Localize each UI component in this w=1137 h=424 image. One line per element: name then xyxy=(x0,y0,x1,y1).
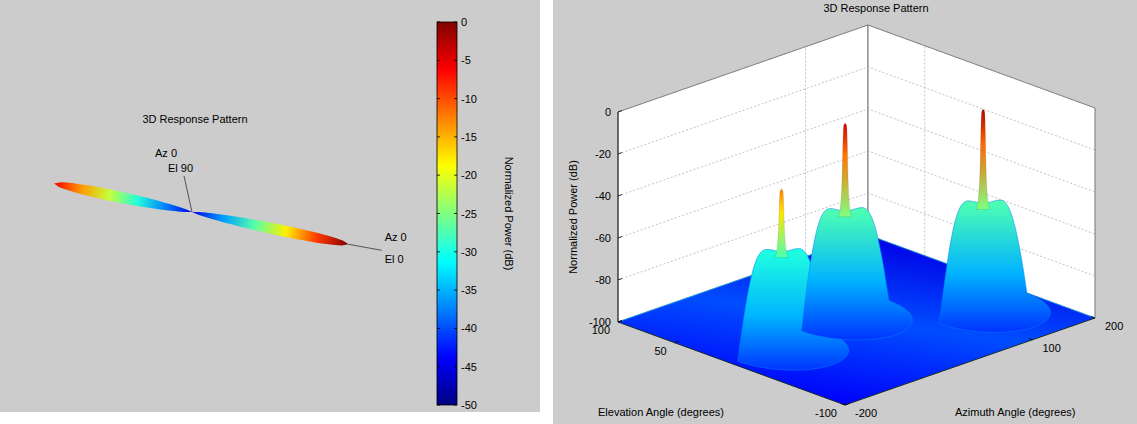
tick xyxy=(454,251,457,252)
panel-background xyxy=(553,0,1137,424)
label: -25 xyxy=(461,208,477,220)
label: 3D Response Pattern xyxy=(823,2,928,14)
sidelobe xyxy=(801,208,912,340)
label: Az 0 xyxy=(155,147,177,159)
colorbar xyxy=(437,22,457,405)
grid-line xyxy=(618,25,1095,112)
tick xyxy=(618,321,622,323)
axis-line xyxy=(845,318,1095,405)
label: Elevation Angle (degrees) xyxy=(598,406,724,418)
label: -80 xyxy=(595,274,611,286)
label: -45 xyxy=(461,361,477,373)
label: 3D Response Pattern xyxy=(142,113,247,125)
annotation-line xyxy=(184,176,192,212)
lobe xyxy=(192,212,349,245)
tick xyxy=(454,136,457,137)
sidelobe xyxy=(939,200,1050,332)
tick xyxy=(454,22,457,23)
tick xyxy=(454,290,457,291)
tick xyxy=(454,366,457,367)
label: Azimuth Angle (degrees) xyxy=(955,406,1075,418)
label: Normalized Power (dB) xyxy=(567,160,579,274)
tick xyxy=(454,328,457,329)
tick xyxy=(437,60,440,61)
lobe xyxy=(54,182,192,212)
label: -15 xyxy=(461,131,477,143)
tick xyxy=(437,22,440,23)
panel-background xyxy=(0,0,540,412)
label: El 0 xyxy=(385,253,404,265)
surface xyxy=(618,109,1095,405)
tick xyxy=(1029,338,1033,340)
label: -40 xyxy=(461,322,477,334)
grid-line xyxy=(618,67,1095,154)
tick xyxy=(845,404,849,406)
label: El 90 xyxy=(168,162,193,174)
grid-line xyxy=(618,109,1095,196)
tick xyxy=(618,111,622,113)
annotation-line xyxy=(349,244,382,250)
figure: 3D Response Pattern Az 0 El 90 Az 0 El 0 0 -5 -… xyxy=(0,0,1137,424)
tick xyxy=(437,213,440,214)
label: -60 xyxy=(595,232,611,244)
tick xyxy=(437,328,440,329)
tick xyxy=(454,175,457,176)
tick xyxy=(437,251,440,252)
axis-line xyxy=(618,112,619,322)
tick xyxy=(618,321,622,323)
peak xyxy=(838,123,852,217)
label: 100 xyxy=(1043,342,1061,354)
tick xyxy=(454,213,457,214)
tick xyxy=(618,195,622,197)
tick xyxy=(437,290,440,291)
axis-line xyxy=(618,322,845,405)
tick xyxy=(618,279,622,281)
label: Az 0 xyxy=(385,231,407,243)
label: -35 xyxy=(461,284,477,296)
tick xyxy=(437,98,440,99)
label: 50 xyxy=(655,345,667,357)
label: Normalized Power (dB) xyxy=(503,157,515,271)
label: -50 xyxy=(461,399,477,411)
label: -20 xyxy=(461,169,477,181)
label: -40 xyxy=(595,190,611,202)
label: 0 xyxy=(605,106,611,118)
tick xyxy=(618,153,622,155)
label: -10 xyxy=(461,93,477,105)
label: 200 xyxy=(1105,320,1123,332)
tick xyxy=(437,366,440,367)
grid xyxy=(618,25,1095,405)
tick xyxy=(675,341,679,343)
lobes xyxy=(54,182,349,245)
tick xyxy=(454,405,457,406)
label: -100 xyxy=(815,407,837,419)
label: 100 xyxy=(592,324,610,336)
peak xyxy=(775,189,789,258)
label: -20 xyxy=(595,148,611,160)
tick xyxy=(437,136,440,137)
tick xyxy=(437,175,440,176)
peak xyxy=(976,109,990,209)
label: -5 xyxy=(461,54,471,66)
tick xyxy=(437,405,440,406)
label: 0 xyxy=(461,16,467,28)
tick xyxy=(1091,317,1095,319)
tick xyxy=(454,60,457,61)
tick xyxy=(841,404,845,406)
label: -200 xyxy=(855,407,877,419)
tick xyxy=(454,98,457,99)
label: -30 xyxy=(461,246,477,258)
tick xyxy=(618,237,622,239)
